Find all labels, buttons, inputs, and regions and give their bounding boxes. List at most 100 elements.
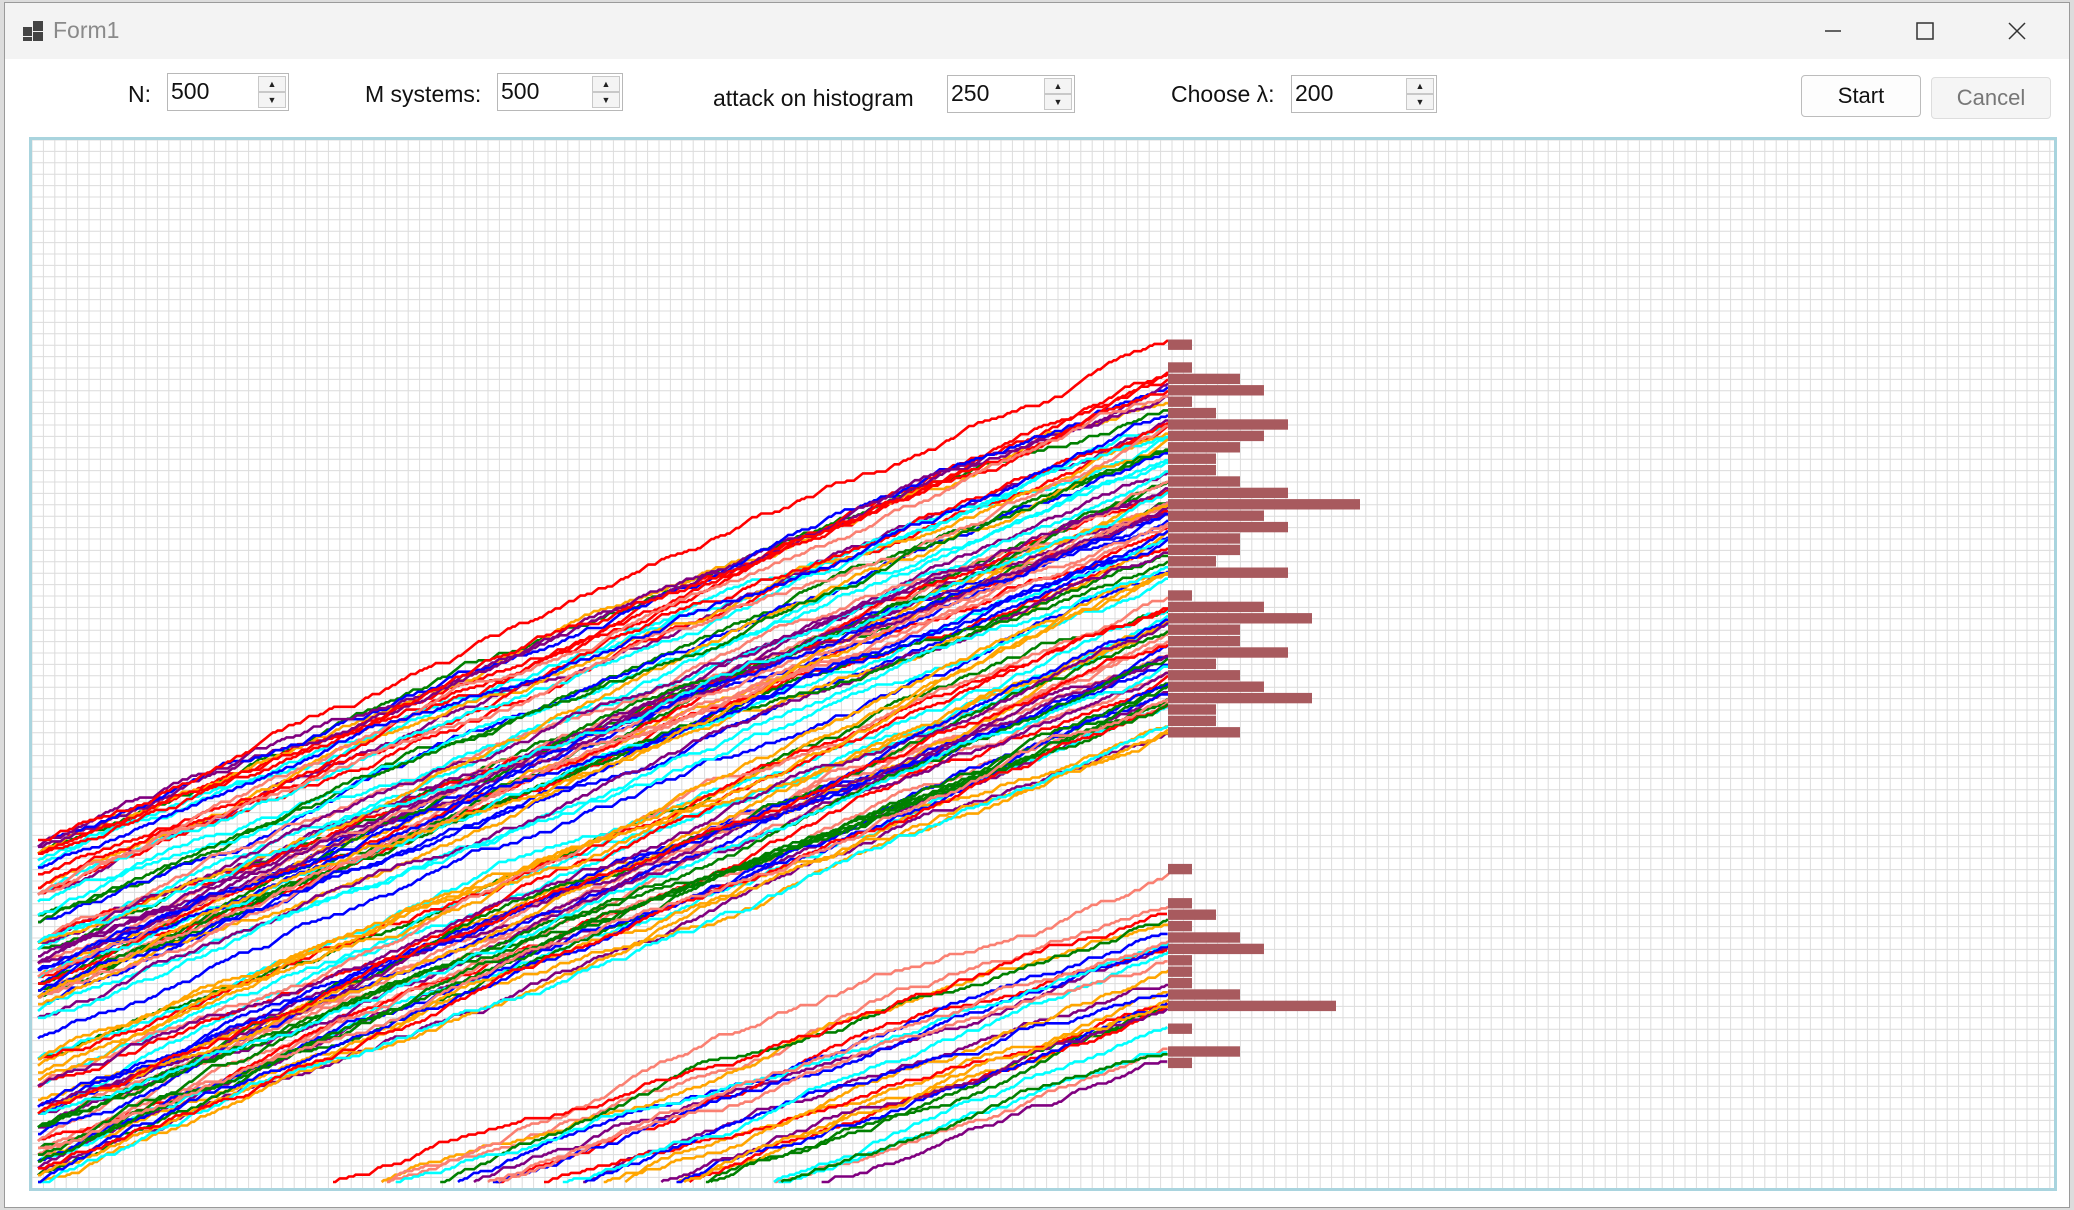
histogram-bar xyxy=(1168,442,1240,453)
n-value[interactable]: 500 xyxy=(171,78,210,104)
random-walk-plot xyxy=(32,140,2054,1188)
histogram-bar xyxy=(1168,715,1216,727)
walk-path xyxy=(37,458,1168,903)
m-systems-label: M systems: xyxy=(365,81,482,107)
m-systems-value[interactable]: 500 xyxy=(501,78,540,104)
walk-path xyxy=(37,538,1169,999)
histogram-bar xyxy=(1168,635,1240,647)
histogram-bar xyxy=(1168,966,1192,977)
start-button[interactable]: Start xyxy=(1801,75,1921,117)
histogram-bar xyxy=(1168,567,1288,578)
histogram-bar xyxy=(1168,1000,1336,1012)
walk-path xyxy=(473,947,1168,1184)
walk-path xyxy=(38,665,1168,1115)
maximize-button[interactable] xyxy=(1879,3,1971,59)
grid-lines xyxy=(32,140,2054,1188)
walk-path xyxy=(37,424,1168,896)
walk-path xyxy=(37,522,1169,999)
m-systems-up-arrow-icon[interactable]: ▲ xyxy=(592,76,620,92)
histogram-bar xyxy=(1168,533,1240,544)
walk-path xyxy=(38,698,1169,1150)
walk-path xyxy=(38,685,1169,1150)
walk-path xyxy=(37,491,1169,944)
title-bar[interactable]: Form1 xyxy=(5,3,2069,59)
walk-path xyxy=(683,1005,1168,1184)
walk-path xyxy=(37,393,1169,896)
walk-path xyxy=(37,382,1169,848)
walk-path xyxy=(38,480,1169,944)
histogram-bar xyxy=(1168,647,1288,658)
histogram-bar xyxy=(1168,499,1360,510)
histogram-bar xyxy=(1168,989,1240,1000)
lambda-spinner[interactable]: 200 ▲ ▼ xyxy=(1291,75,1437,113)
histogram-bar xyxy=(1168,385,1264,396)
walk-path xyxy=(38,339,1169,842)
walk-path xyxy=(492,945,1169,1184)
lambda-down-arrow-icon[interactable]: ▼ xyxy=(1406,94,1434,110)
walk-path xyxy=(780,1053,1168,1184)
histogram-bar xyxy=(1168,727,1240,738)
histogram-bar xyxy=(1168,658,1216,670)
histogram-bar xyxy=(1168,863,1192,875)
histogram-bar xyxy=(1168,692,1312,704)
cancel-button[interactable]: Cancel xyxy=(1931,77,2051,119)
close-button[interactable] xyxy=(1971,3,2063,59)
histogram-bar xyxy=(1168,476,1240,487)
attack-label: attack on histogram xyxy=(713,85,914,111)
final-position-histogram xyxy=(1168,339,1360,1069)
attack-spinner[interactable]: 250 ▲ ▼ xyxy=(947,75,1075,113)
n-up-arrow-icon[interactable]: ▲ xyxy=(258,76,286,92)
histogram-bar xyxy=(1168,920,1192,932)
n-down-arrow-icon[interactable]: ▼ xyxy=(258,92,286,108)
histogram-bar xyxy=(1168,670,1240,681)
walk-path xyxy=(497,960,1168,1184)
histogram-bar xyxy=(1168,681,1264,692)
walk-path xyxy=(773,1025,1169,1184)
histogram-bar xyxy=(1168,601,1264,613)
histogram-bar xyxy=(1168,909,1216,920)
histogram-bar xyxy=(1168,704,1216,715)
window-title: Form1 xyxy=(53,17,120,43)
n-spinner[interactable]: 500 ▲ ▼ xyxy=(167,73,289,111)
walk-path xyxy=(38,421,1169,890)
close-icon xyxy=(2008,22,2026,40)
walk-path xyxy=(38,703,1169,1170)
walk-path xyxy=(603,969,1170,1184)
attack-value[interactable]: 250 xyxy=(951,80,990,106)
walk-path xyxy=(333,912,1167,1184)
m-systems-down-arrow-icon[interactable]: ▼ xyxy=(592,92,620,108)
walk-path xyxy=(386,872,1170,1184)
histogram-bar xyxy=(1168,898,1192,909)
attack-up-arrow-icon[interactable]: ▲ xyxy=(1044,78,1072,94)
histogram-bar xyxy=(1168,943,1264,955)
m-systems-spinner[interactable]: 500 ▲ ▼ xyxy=(497,73,623,111)
histogram-bar xyxy=(1168,590,1192,601)
walk-path xyxy=(37,435,1168,896)
histogram-bar xyxy=(1168,396,1192,407)
histogram-bar xyxy=(1168,464,1216,476)
walk-path xyxy=(38,448,1168,924)
walk-path xyxy=(37,697,1169,1129)
histogram-bar xyxy=(1168,624,1240,635)
attack-down-arrow-icon[interactable]: ▼ xyxy=(1044,94,1072,110)
walk-path xyxy=(38,656,1168,1115)
walk-path xyxy=(440,918,1169,1184)
lambda-value[interactable]: 200 xyxy=(1295,80,1334,106)
walk-path xyxy=(38,623,1168,1115)
app-icon xyxy=(23,21,43,41)
walk-path xyxy=(37,512,1168,972)
lambda-up-arrow-icon[interactable]: ▲ xyxy=(1406,78,1434,94)
walk-path xyxy=(395,942,1170,1184)
walk-path xyxy=(38,656,1168,1115)
walk-path xyxy=(37,503,1169,999)
walk-path xyxy=(38,449,1169,917)
histogram-bar xyxy=(1168,544,1240,556)
walk-path xyxy=(38,536,1169,1006)
minimize-button[interactable] xyxy=(1787,3,1879,59)
histogram-bar xyxy=(1168,487,1288,499)
walk-path xyxy=(38,395,1168,849)
walk-path xyxy=(37,643,1169,1115)
histogram-bar xyxy=(1168,430,1264,442)
lambda-label: Choose λ: xyxy=(1171,81,1275,107)
histogram-bar xyxy=(1168,373,1240,385)
